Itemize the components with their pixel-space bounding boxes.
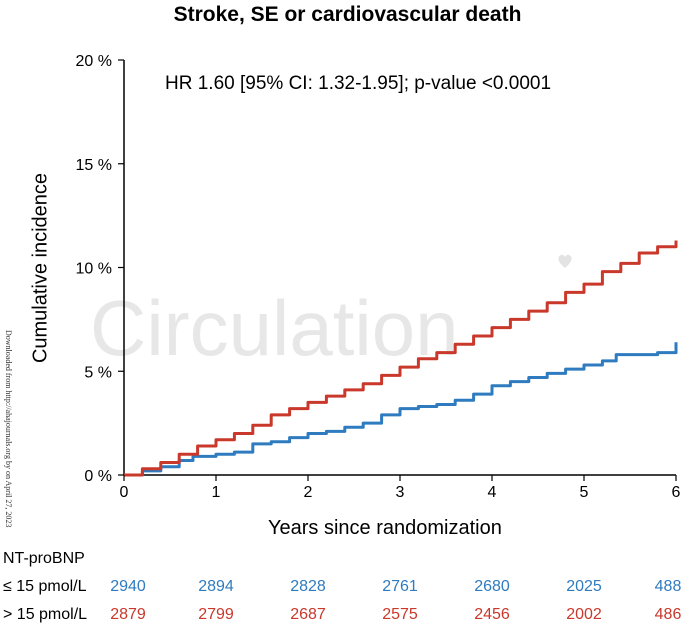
heart-logo-icon — [558, 254, 572, 268]
risk-table-cell: 2025 — [566, 578, 602, 595]
risk-row-label: > 15 pmol/L — [3, 606, 88, 623]
risk-table-cell: 2002 — [566, 606, 602, 623]
x-tick-label: 4 — [488, 484, 497, 501]
y-tick-label: 20 % — [76, 53, 112, 70]
series-low-line — [124, 342, 678, 477]
risk-table-cell: 2828 — [290, 578, 326, 595]
y-tick-label: 10 % — [76, 261, 112, 278]
x-tick-label: 2 — [304, 484, 313, 501]
risk-table-cell: 2575 — [382, 606, 418, 623]
risk-table-cell: 486 — [654, 606, 682, 623]
hazard-ratio-annotation: HR 1.60 [95% CI: 1.32-1.95]; p-value <0.… — [165, 73, 552, 94]
risk-row-label: ≤ 15 pmol/L — [3, 578, 87, 595]
x-tick-label: 3 — [396, 484, 405, 501]
risk-table-cell: 2761 — [382, 578, 418, 595]
risk-table-cell: 2940 — [110, 578, 146, 595]
risk-table-title: NT-proBNP — [3, 550, 85, 567]
x-tick-label: 6 — [672, 484, 681, 501]
x-tick-label: 1 — [212, 484, 221, 501]
risk-table-cell: 2879 — [110, 606, 146, 623]
risk-table-cell: 2687 — [290, 606, 326, 623]
series-high-line — [124, 240, 678, 477]
risk-table-cell: 2456 — [474, 606, 510, 623]
x-tick-label: 0 — [120, 484, 129, 501]
y-tick-label: 5 % — [84, 364, 112, 381]
x-tick-label: 5 — [580, 484, 589, 501]
risk-table-cell: 2680 — [474, 578, 510, 595]
y-tick-label: 15 % — [76, 157, 112, 174]
x-axis-label: Years since randomization — [268, 517, 502, 539]
risk-table-cell: 2799 — [198, 606, 234, 623]
watermark: Circulation — [90, 284, 459, 372]
download-note: Downloaded from http://ahajournals.org b… — [4, 330, 13, 528]
y-tick-label: 0 % — [84, 468, 112, 485]
risk-table-cell: 2894 — [198, 578, 234, 595]
chart-title: Stroke, SE or cardiovascular death — [173, 3, 522, 26]
risk-table-cell: 488 — [654, 578, 682, 595]
